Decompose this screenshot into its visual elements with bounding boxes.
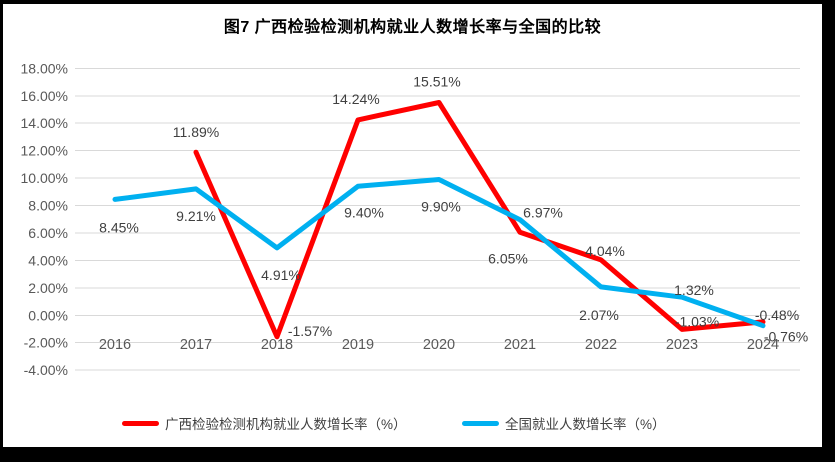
y-axis-tick-label: 18.00% — [21, 60, 68, 76]
data-label: 6.05% — [488, 250, 528, 266]
x-axis-tick-label: 2024 — [747, 337, 779, 353]
data-label: 8.45% — [99, 219, 139, 235]
x-axis-tick-label: 2020 — [423, 337, 455, 353]
data-label: -1.03% — [675, 313, 719, 329]
y-axis-tick-label: 2.00% — [28, 280, 68, 296]
data-label: 9.21% — [176, 208, 216, 224]
data-label: 11.89% — [173, 124, 219, 140]
x-axis-tick-label: 2018 — [261, 337, 293, 353]
chart-title: 图7 广西检验检测机构就业人数增长率与全国的比较 — [223, 19, 602, 36]
y-axis-tick-label: 10.00% — [21, 170, 68, 186]
x-axis-tick-label: 2021 — [504, 337, 536, 353]
chart-canvas — [3, 4, 822, 447]
data-label: 4.04% — [585, 243, 625, 259]
data-label: 4.91% — [261, 267, 301, 283]
data-label: 1.32% — [674, 282, 714, 298]
y-axis-tick-label: -4.00% — [24, 362, 68, 378]
y-axis-tick-label: 0.00% — [28, 307, 68, 323]
series-line-1 — [112, 177, 766, 329]
y-axis-tick-label: 14.00% — [21, 115, 68, 131]
data-label: 9.90% — [421, 199, 461, 215]
y-axis-tick-label: 16.00% — [21, 88, 68, 104]
x-axis-tick-label: 2023 — [666, 337, 698, 353]
x-axis-tick-label: 2022 — [585, 337, 617, 353]
y-axis-tick-label: 6.00% — [28, 225, 68, 241]
data-label: 9.40% — [344, 204, 384, 220]
y-axis-tick-label: 4.00% — [28, 252, 68, 268]
data-label: 15.51% — [413, 74, 460, 90]
y-axis-tick-label: 8.00% — [28, 198, 68, 214]
x-axis-tick-label: 2017 — [180, 337, 212, 353]
x-axis-tick-label: 2019 — [342, 337, 374, 353]
data-label: 14.24% — [332, 91, 379, 107]
data-label: 2.07% — [579, 307, 619, 323]
data-label: -1.57% — [288, 323, 332, 339]
y-axis-tick-label: -2.00% — [24, 335, 68, 351]
series-line-0 — [193, 100, 766, 340]
y-axis-tick-label: 12.00% — [21, 143, 68, 159]
data-label: -0.48% — [755, 307, 799, 323]
data-label: -0.76% — [764, 329, 808, 345]
x-axis-tick-label: 2016 — [99, 337, 131, 353]
data-label: 6.97% — [523, 205, 563, 221]
